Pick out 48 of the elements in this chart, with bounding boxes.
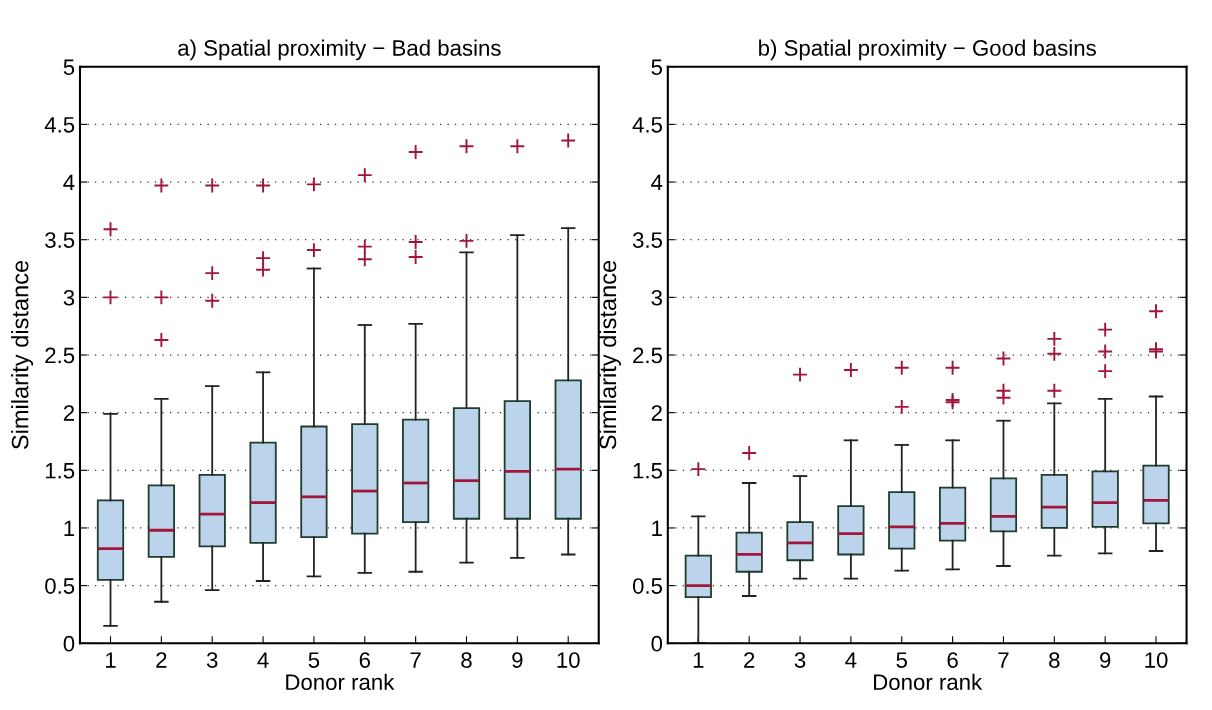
y-tick-label: 1.5 — [633, 463, 663, 479]
y-tick-label: 1 — [64, 520, 75, 537]
y-tick-label: 4.5 — [632, 117, 663, 133]
y-tick-label: 3.5 — [632, 232, 663, 248]
y-axis-title: Similarity distance — [598, 260, 621, 450]
y-tick-label: 4 — [63, 174, 75, 191]
x-tick-label: 5 — [896, 652, 907, 668]
x-tick-label: 8 — [1049, 652, 1060, 668]
x-tick-label: 7 — [998, 652, 1009, 668]
x-tick-label: 6 — [947, 652, 958, 668]
x-tick-label: 1 — [106, 652, 116, 668]
y-tick-label: 1.5 — [45, 463, 75, 479]
x-axis-title: Donor rank — [286, 673, 395, 691]
y-tick-label: 2 — [651, 405, 662, 421]
y-tick-label: 4.5 — [44, 117, 75, 133]
x-tick-label: 5 — [308, 652, 320, 668]
y-tick-label: 5 — [63, 59, 75, 76]
x-tick-label: 3 — [794, 652, 806, 668]
y-tick-label: 5 — [651, 59, 663, 76]
y-tick-label: 0 — [63, 635, 75, 652]
y-tick-label: 3 — [63, 289, 75, 306]
x-tick-label: 9 — [512, 652, 523, 668]
y-tick-label: 0.5 — [632, 578, 663, 594]
y-tick-label: 0 — [651, 635, 663, 652]
x-tick-label: 4 — [257, 652, 269, 668]
x-tick-label: 2 — [744, 652, 755, 668]
x-tick-label: 10 — [1145, 652, 1168, 668]
x-tick-label: 4 — [845, 652, 857, 668]
y-tick-label: 0.5 — [45, 578, 75, 594]
x-tick-label: 10 — [557, 652, 580, 668]
y-axis-title: Similarity distance — [11, 260, 34, 450]
y-tick-label: 2.5 — [633, 347, 663, 364]
x-axis-title: Donor rank — [874, 673, 983, 691]
y-tick-label: 1 — [652, 520, 662, 537]
y-tick-label: 2.5 — [45, 347, 75, 364]
x-tick-label: 6 — [359, 652, 370, 668]
x-tick-label: 3 — [206, 652, 218, 668]
x-tick-label: 1 — [693, 652, 704, 668]
x-tick-label: 2 — [156, 652, 167, 668]
y-tick-label: 4 — [651, 174, 663, 191]
x-tick-label: 9 — [1100, 652, 1111, 668]
y-tick-label: 2 — [63, 405, 75, 421]
x-tick-label: 8 — [461, 652, 472, 668]
chart-title: a) Spatial proximity − Bad basins — [178, 39, 501, 61]
chart-title: b) Spatial proximity − Good basins — [759, 39, 1096, 61]
y-tick-label: 3 — [651, 289, 662, 306]
x-tick-label: 7 — [410, 652, 421, 668]
y-tick-label: 3.5 — [45, 232, 75, 248]
